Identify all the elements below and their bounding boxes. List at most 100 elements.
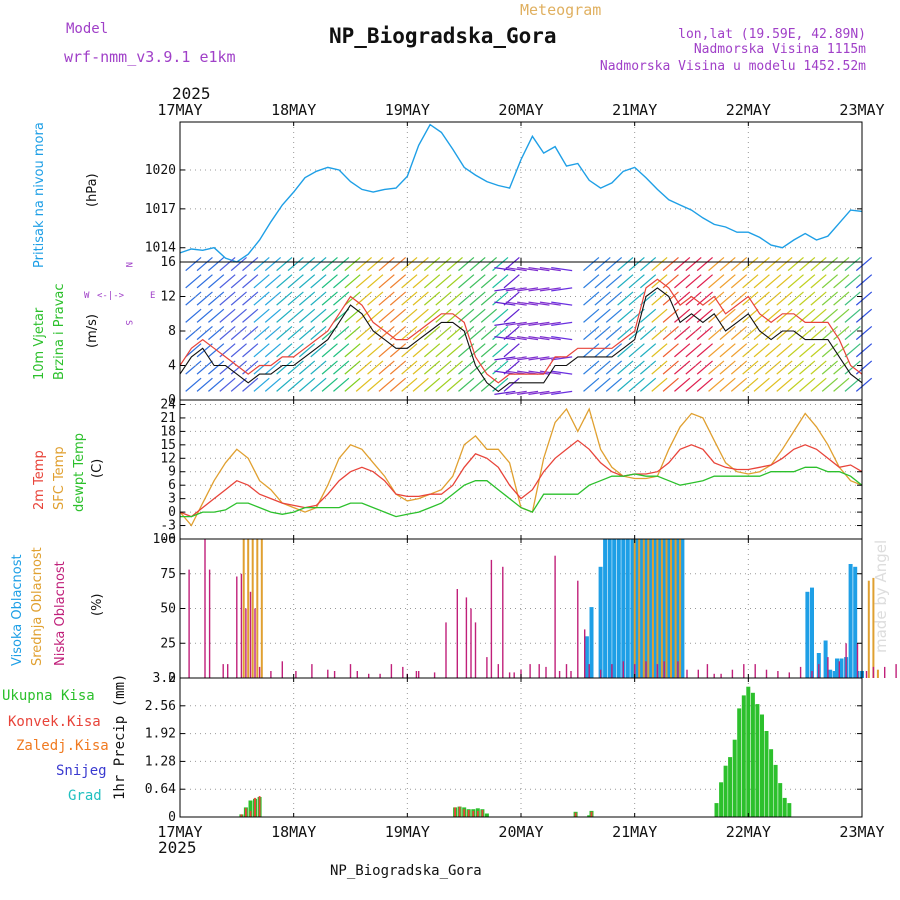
wind-arrow (605, 360, 623, 375)
wind-arrow (378, 256, 395, 272)
cloud-ytick-label: 25 (160, 636, 176, 651)
low-cloud-bar (390, 664, 393, 678)
wind-arrow (776, 308, 793, 323)
wind-arrow (821, 360, 839, 375)
precip-ytick-label: 0.64 (145, 782, 176, 797)
high-cloud-bar (612, 539, 617, 678)
wind-arrow (708, 325, 725, 341)
wind-arrow (583, 377, 600, 392)
wind-arrow (264, 274, 282, 289)
wind-arrow (344, 308, 361, 323)
wind-arrow (367, 256, 384, 272)
wind-arrow (242, 325, 259, 341)
dewpt-line (180, 466, 863, 518)
temp-ytick-label: 24 (160, 397, 176, 412)
wind-arrow (219, 256, 236, 272)
wind-arrow (764, 377, 782, 392)
wind-arrow (685, 325, 702, 341)
wind-panel: 0 4 8 12 16 (160, 255, 873, 408)
wind-arrow (503, 343, 520, 358)
conv-precip-bar (590, 811, 593, 817)
precip-ytick-label: 2.56 (145, 699, 176, 714)
conv-precip-bar (240, 814, 243, 817)
wind-arrow (185, 377, 202, 392)
wind-arrow (287, 256, 304, 272)
low-cloud-bar (333, 671, 336, 678)
wind-arrow (617, 343, 634, 358)
wind-arrow (833, 274, 850, 289)
low-cloud-bar (470, 608, 472, 678)
wind-arrow (401, 274, 418, 289)
wind-arrow (730, 274, 748, 289)
mid-cloud-bar (633, 539, 636, 678)
wind-arrow (494, 267, 516, 272)
legend-konvek: Konvek.Kisa (8, 714, 101, 730)
mid-cloud-bar (647, 539, 650, 678)
wind-arrow (551, 287, 573, 292)
high-cloud-bar (644, 539, 648, 678)
wind-ytick-label: 4 (168, 359, 176, 374)
mid-cloud-bar (656, 539, 659, 678)
low-cloud-bar (349, 664, 352, 678)
conv-precip-bar (467, 810, 470, 817)
bottom-date-label: 22MAY (726, 823, 771, 841)
wind-arrow (230, 308, 247, 323)
wind-arrow (242, 343, 259, 358)
wind-unit: (m/s) (85, 314, 100, 348)
low-cloud-bar (227, 664, 229, 678)
wind-arrow (776, 256, 793, 272)
wind-arrow (298, 274, 316, 289)
high-cloud-bar (675, 539, 680, 678)
wind-arrow (276, 325, 293, 341)
wind-arrow (833, 256, 850, 272)
low-cloud-bar (490, 559, 493, 678)
wind-arrow (810, 360, 827, 375)
high-cloud-bar (805, 591, 810, 678)
wind-arrow (583, 360, 600, 375)
wind-arrow (423, 343, 441, 358)
wind-arrow (776, 325, 793, 341)
mid-cloud-bar (670, 539, 672, 678)
wind-arrow (719, 343, 736, 358)
high-cloud-bar (584, 636, 589, 678)
wind-arrow (685, 256, 702, 272)
wind-arrow (833, 325, 850, 341)
wind-arrow (505, 267, 527, 272)
top-date-label: 18MAY (271, 101, 316, 119)
wind-arrow (799, 274, 816, 289)
pressure-ytick-label: 1020 (145, 163, 176, 178)
wind-arrow (242, 256, 259, 272)
low-cloud-bar (895, 664, 897, 678)
wind-arrow (412, 256, 429, 272)
bottom-date-label: 23MAY (839, 823, 884, 841)
wind-arrow (799, 291, 816, 306)
temp-ytick-label: 12 (160, 451, 176, 466)
wind-arrow (776, 291, 793, 306)
conv-precip-bar (476, 810, 479, 817)
wind-arrow (492, 343, 509, 358)
wind-arrow (253, 291, 270, 306)
mid-cloud-bar (660, 539, 663, 678)
wind-arrow (639, 343, 657, 358)
wind-arrow (185, 291, 202, 306)
wind-arrow (423, 291, 441, 306)
model-label: Model (66, 21, 108, 37)
low-cloud-bar (538, 664, 540, 678)
temp-ytick-label: -3 (160, 519, 176, 534)
wind-arrow (810, 274, 827, 289)
wind-arrow (253, 274, 270, 289)
wind-arrow (730, 360, 748, 375)
wind-arrow (492, 360, 509, 375)
wind-arrow (287, 308, 304, 323)
wind-arrow (844, 325, 861, 341)
wind-arrow (378, 291, 395, 306)
wind-arrow (855, 308, 873, 323)
high-cloud-bar (657, 539, 662, 678)
wind-arrow (264, 325, 282, 341)
wind-arrow (776, 343, 793, 358)
wind-arrow (276, 256, 293, 272)
wind-arrow (253, 360, 270, 375)
wind-arrow (208, 274, 225, 289)
wind-arrow (799, 343, 816, 358)
